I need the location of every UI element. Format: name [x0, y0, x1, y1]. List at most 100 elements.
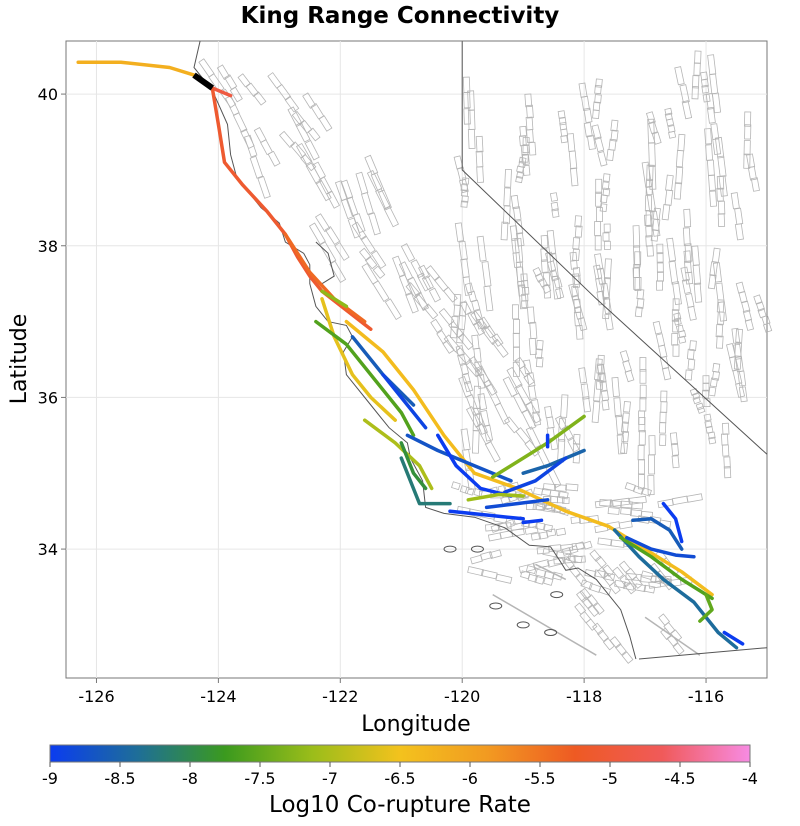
background-fault-section	[731, 327, 741, 344]
background-fault-section	[706, 106, 716, 124]
background-fault-section	[329, 260, 347, 283]
background-fault-section	[351, 221, 368, 241]
background-fault-section	[500, 221, 509, 241]
background-fault-section	[526, 306, 536, 324]
background-fault-section	[717, 213, 726, 227]
fault-trace	[625, 535, 696, 559]
background-fault-section	[700, 78, 709, 88]
background-fault-section	[624, 369, 635, 383]
background-fault-section	[315, 179, 332, 202]
background-fault-section	[573, 555, 586, 564]
background-fault-section	[574, 215, 583, 228]
background-fault-section	[594, 358, 603, 381]
background-fault-section	[678, 335, 687, 344]
background-fault-section	[540, 259, 549, 273]
background-fault-section	[613, 397, 622, 418]
background-fault-section	[672, 319, 680, 333]
background-fault-section	[637, 474, 645, 490]
background-fault-section	[572, 237, 581, 250]
background-fault-section	[360, 191, 374, 215]
background-fault-section	[673, 182, 682, 200]
background-fault-section	[597, 364, 606, 375]
background-fault-section	[672, 298, 680, 311]
background-fault-section	[603, 240, 611, 250]
background-fault-section	[659, 421, 667, 434]
background-fault-section	[634, 251, 642, 266]
background-fault-section	[639, 369, 647, 384]
background-fault-section	[475, 365, 492, 388]
background-fault-section	[540, 235, 549, 249]
background-fault-section	[708, 386, 717, 397]
background-fault-section	[678, 330, 687, 339]
background-fault-section	[643, 214, 652, 226]
fault-trace	[698, 592, 714, 623]
background-fault-section	[701, 84, 710, 94]
background-fault-section	[318, 176, 333, 195]
x-tick-label: -120	[444, 687, 480, 706]
background-fault-section	[640, 487, 652, 497]
background-fault-section	[571, 542, 585, 551]
background-fault-section	[589, 549, 602, 562]
fault-trace	[283, 232, 367, 324]
background-fault-section	[471, 299, 481, 312]
background-fault-section	[467, 566, 485, 577]
background-fault-section	[675, 166, 684, 185]
background-fault-section	[704, 420, 713, 429]
background-fault-section	[443, 286, 458, 303]
background-fault-section	[384, 298, 402, 321]
fault-trace	[503, 456, 568, 494]
background-fault-section	[594, 136, 605, 153]
background-fault-section	[632, 225, 641, 248]
background-fault-section	[633, 245, 641, 268]
background-fault-section	[573, 275, 582, 286]
fault-trace	[612, 528, 739, 650]
background-fault-section	[516, 171, 524, 179]
colorbar-ticks: -9 -8.5 -8 -7.5 -7 -6.5 -6 -5.5 -5 -4.5 -4	[42, 762, 758, 788]
background-fault-section	[425, 265, 441, 282]
background-fault-section	[536, 339, 544, 351]
background-fault-section	[525, 565, 537, 575]
background-fault-section	[597, 537, 612, 546]
background-fault-section	[560, 394, 569, 418]
background-fault-section	[551, 208, 560, 218]
background-fault-section	[553, 277, 563, 289]
background-fault-section	[421, 275, 434, 291]
background-fault-section	[684, 369, 693, 381]
colorbar-tick-label: -5.5	[524, 769, 555, 788]
background-fault-section	[601, 399, 610, 411]
colorbar-tick-label: -7.5	[244, 769, 275, 788]
background-fault-section	[672, 344, 680, 357]
background-fault-section	[606, 148, 615, 162]
background-fault-section	[594, 499, 613, 509]
fault-trace	[631, 517, 684, 551]
background-fault-section	[517, 280, 526, 297]
background-fault-section	[741, 300, 751, 313]
background-fault-section	[610, 539, 626, 548]
background-fault-section	[598, 585, 612, 596]
background-fault-section	[414, 291, 430, 312]
background-fault-section	[554, 415, 568, 431]
background-fault-trace	[535, 563, 567, 581]
background-fault-sections	[198, 50, 773, 664]
background-fault-section	[216, 64, 230, 81]
background-fault-section	[555, 527, 567, 537]
background-fault-section	[407, 276, 422, 297]
fault-trace	[320, 289, 349, 309]
background-fault-section	[370, 250, 387, 269]
background-fault-section	[463, 91, 471, 109]
background-fault-section	[378, 189, 392, 211]
background-fault-section	[652, 320, 663, 335]
background-fault-section	[562, 556, 575, 570]
background-fault-section	[506, 366, 523, 389]
background-fault-section	[691, 86, 699, 100]
background-fault-section	[549, 270, 559, 282]
background-fault-section	[595, 78, 603, 88]
background-fault-section	[609, 636, 622, 649]
background-fault-section	[583, 540, 593, 550]
background-fault-section	[687, 358, 696, 370]
background-fault-section	[530, 532, 542, 541]
background-fault-section	[631, 501, 644, 510]
background-fault-section	[621, 430, 630, 443]
x-axis-label: Longitude	[361, 712, 470, 737]
background-fault-section	[556, 551, 572, 561]
